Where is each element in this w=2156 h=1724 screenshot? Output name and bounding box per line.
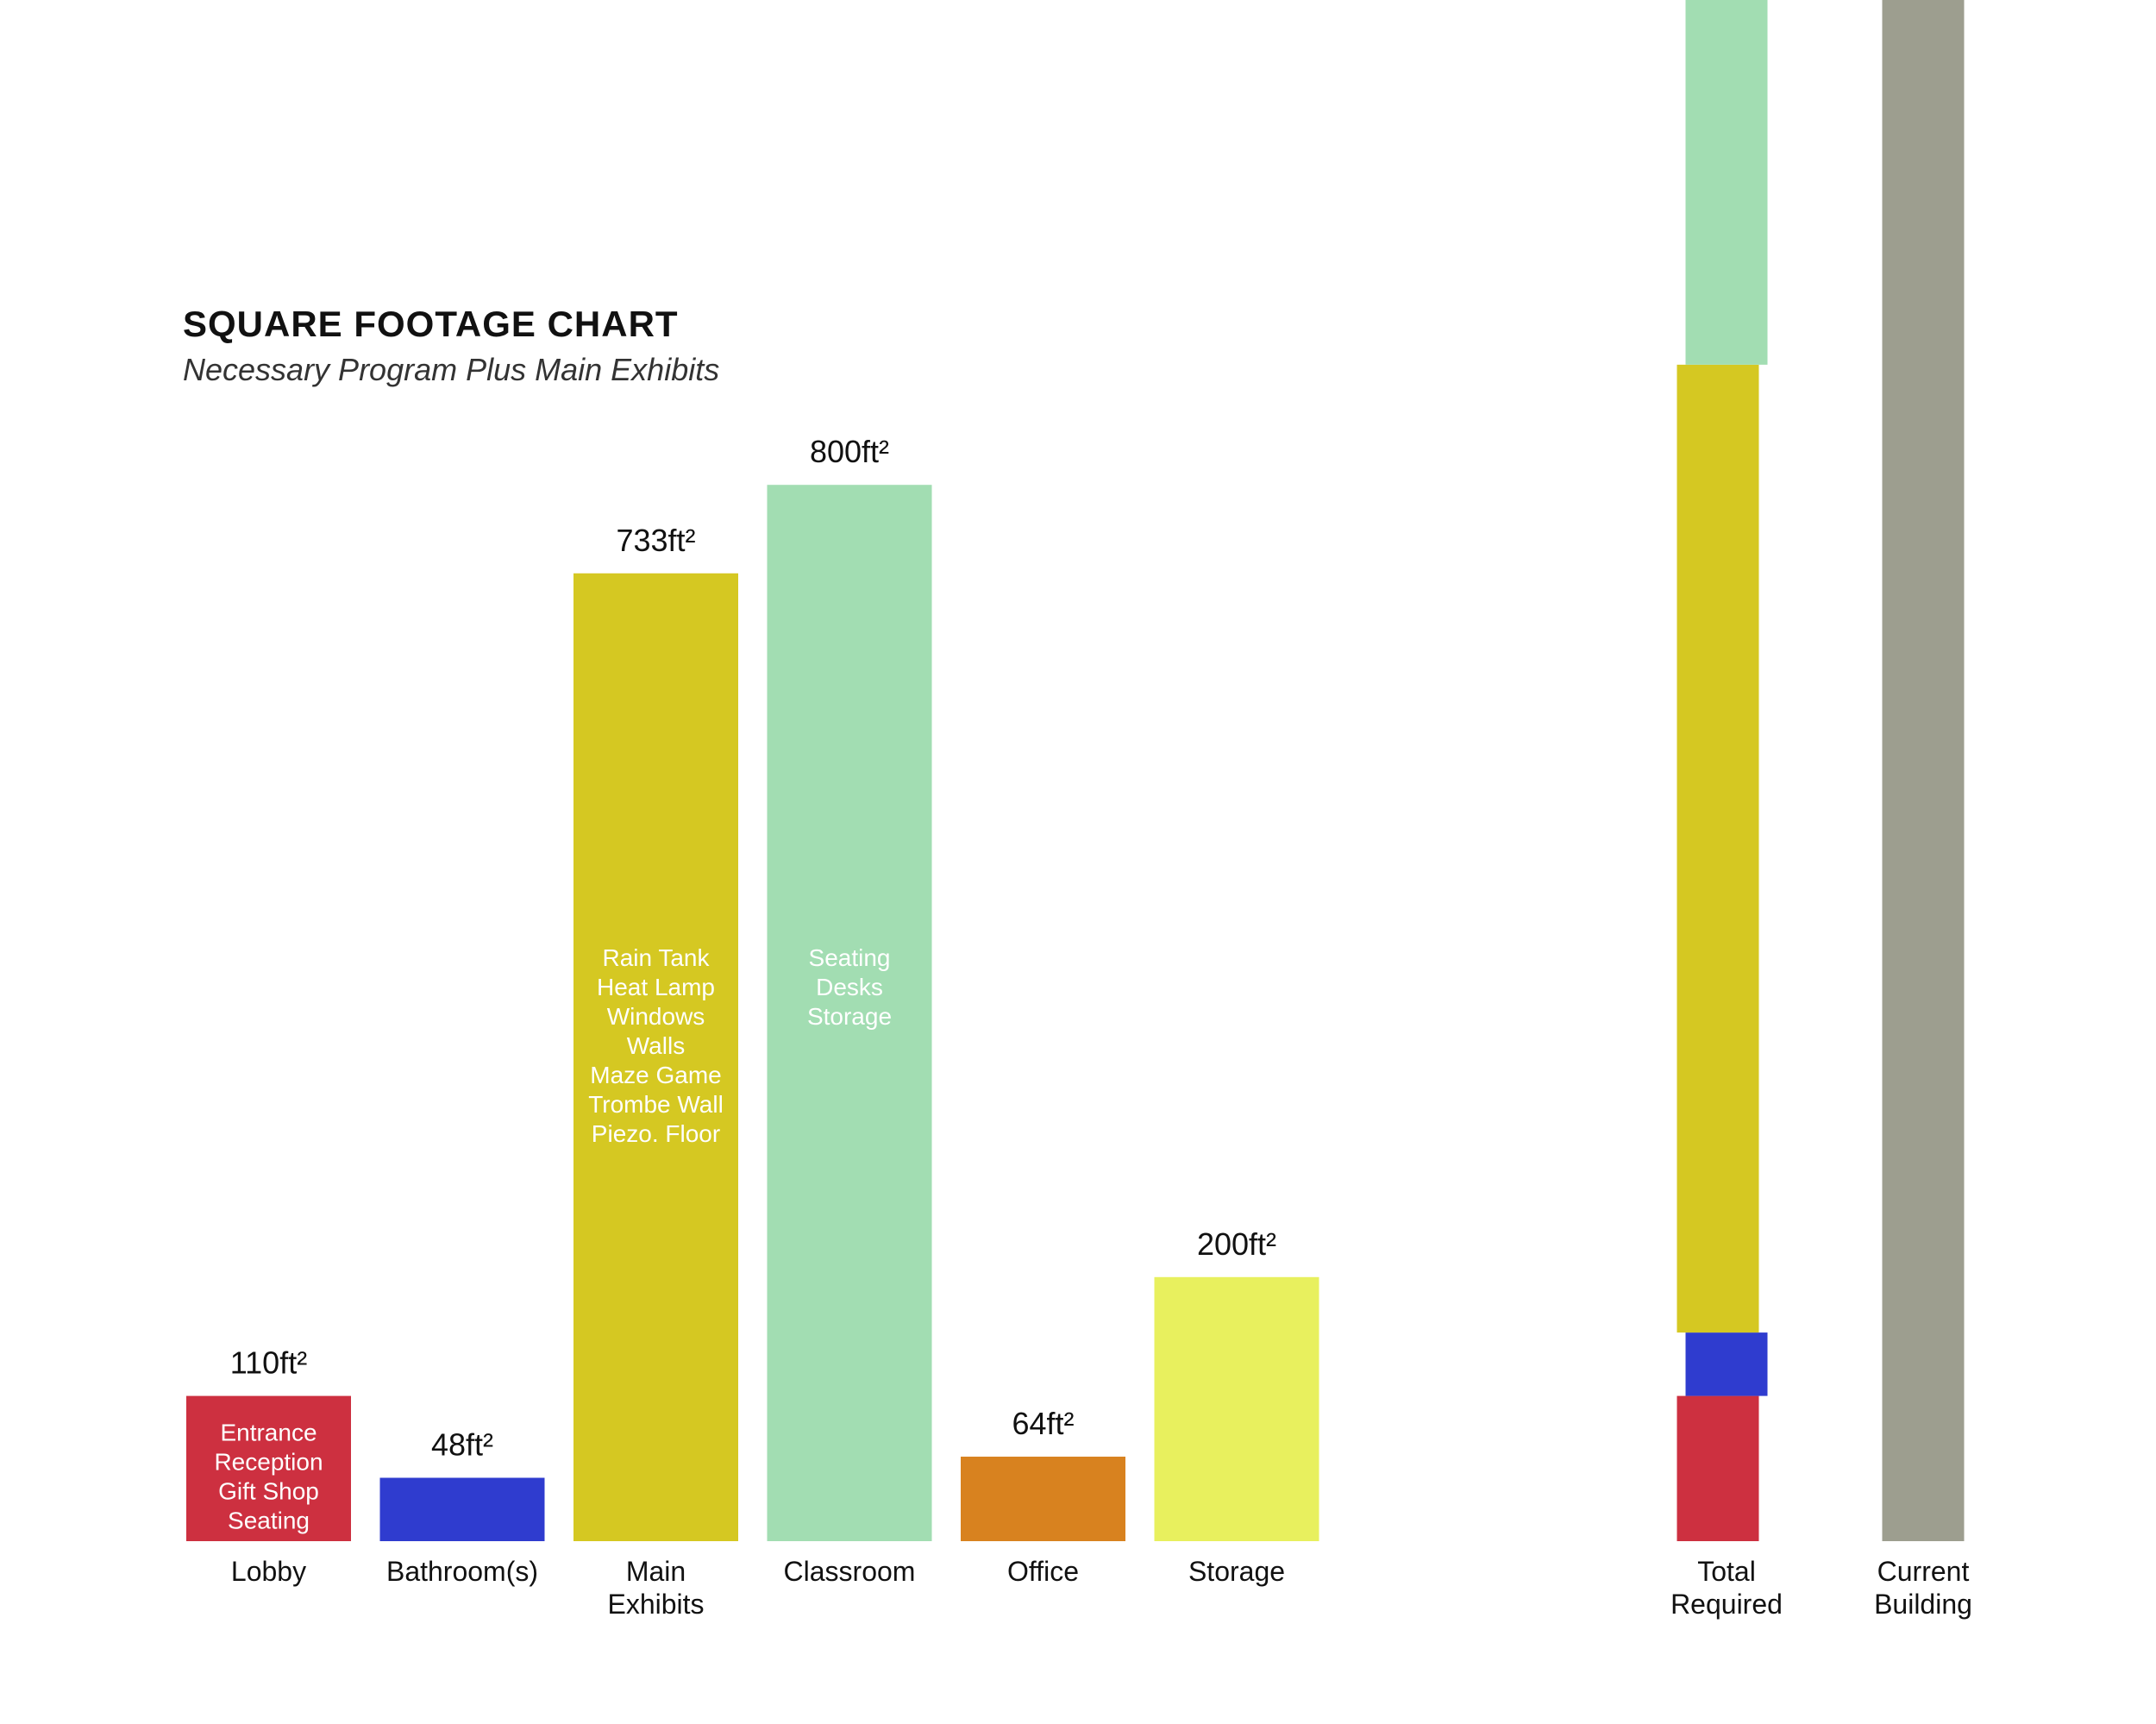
value-label-classroom: 800ft² [810,434,889,469]
category-label-total-required: Total [1697,1556,1756,1587]
total-segment-lobby [1677,1395,1759,1541]
bar-note-lobby: Gift Shop [218,1478,319,1505]
total-segment-main-exhibits [1677,364,1759,1333]
bar-storage [1154,1276,1319,1541]
bar-classroom [767,485,932,1542]
category-label-bathroom-s: Bathroom(s) [386,1556,538,1587]
bar-main-exhibits [573,573,738,1541]
value-label-bathroom-s: 48ft² [431,1427,493,1463]
bar-office [961,1457,1125,1541]
total-segment-bathroom-s [1685,1332,1768,1396]
bar-note-classroom: Desks [816,974,883,1000]
bar-note-classroom: Seating [809,944,891,971]
value-label-lobby: 110ft² [230,1345,307,1381]
category-label-main-exhibits: Exhibits [607,1589,704,1620]
bar-note-classroom: Storage [807,1003,892,1030]
bar-note-main-exhibits: Maze Game [590,1062,722,1088]
bar-note-main-exhibits: Piezo. Floor [592,1120,720,1147]
category-label-total-required: Required [1670,1589,1783,1620]
category-label-lobby: Lobby [231,1556,306,1587]
total-bars: 2542ft²TotalRequired2842ft²CurrentBuildi… [1670,0,1972,1620]
total-segment-classroom [1685,0,1768,365]
category-label-classroom: Classroom [784,1556,916,1587]
bar-lobby [186,1395,351,1541]
bar-current-building [1882,0,1965,1541]
bar-note-main-exhibits: Trombe Wall [588,1091,724,1118]
bar-note-lobby: Reception [214,1449,323,1476]
bar-note-lobby: Entrance [220,1420,317,1446]
category-label-office: Office [1007,1556,1079,1587]
value-label-main-exhibits: 733ft² [616,523,695,558]
value-label-office: 64ft² [1012,1406,1074,1441]
bar-note-main-exhibits: Rain Tank [602,944,710,971]
chart-title: SQUARE FOOTAGE CHART [183,304,679,344]
chart-subtitle: Necessary Program Plus Main Exhibits [183,352,720,387]
category-label-main-exhibits: Main [626,1556,686,1587]
bar-bathroom-s [379,1477,545,1541]
value-label-storage: 200ft² [1197,1226,1276,1262]
bar-note-main-exhibits: Windows [607,1003,705,1030]
bar-note-main-exhibits: Walls [627,1032,685,1059]
category-label-current-building: Building [1874,1589,1972,1620]
category-label-storage: Storage [1188,1556,1285,1587]
bar-note-lobby: Seating [228,1508,310,1534]
category-label-current-building: Current [1877,1556,1970,1587]
bar-note-main-exhibits: Heat Lamp [597,974,715,1000]
